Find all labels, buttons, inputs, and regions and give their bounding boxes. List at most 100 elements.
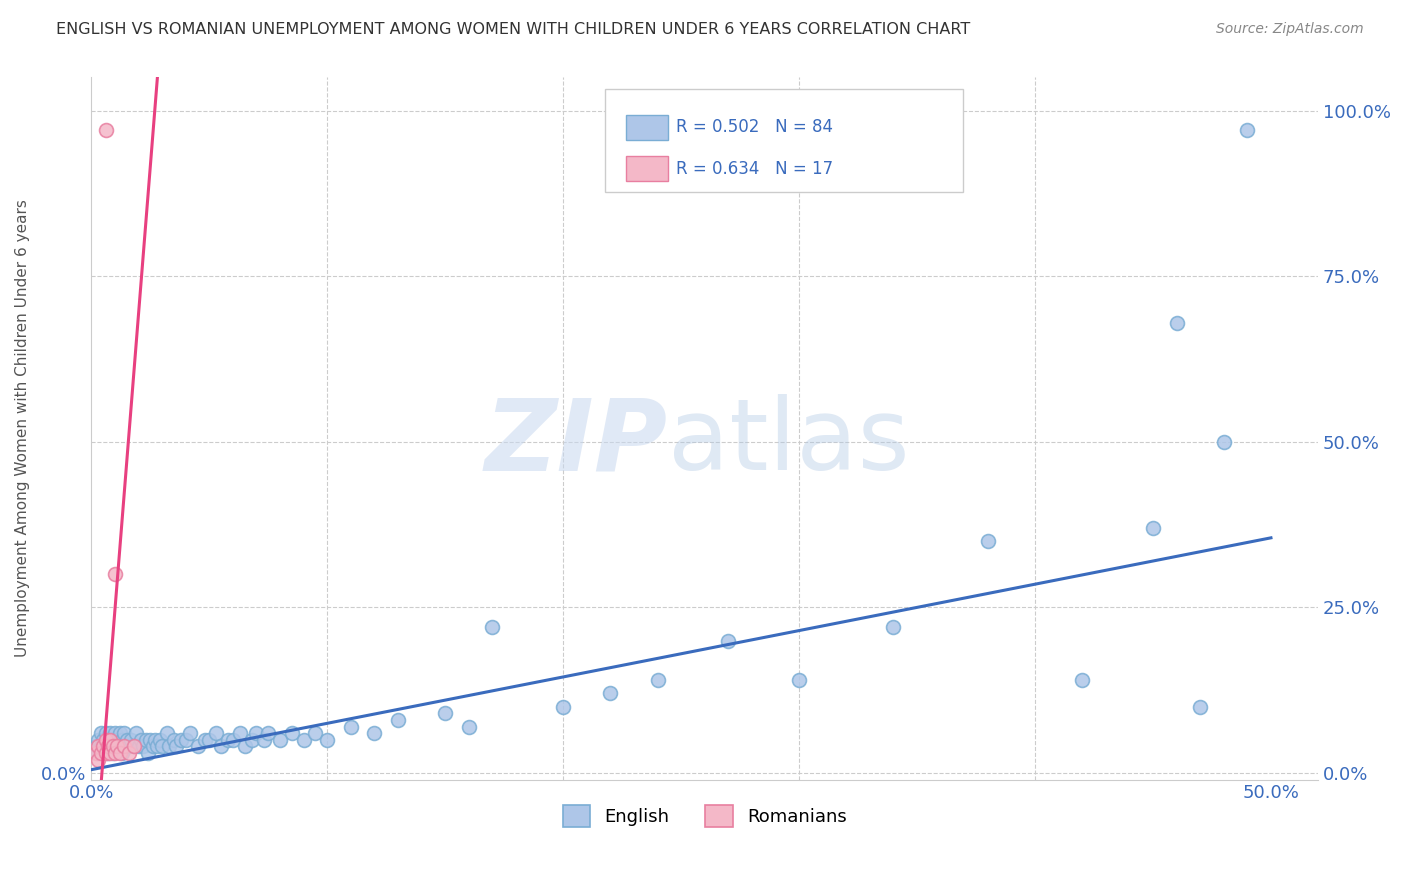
Point	[304, 726, 326, 740]
Point	[245, 726, 267, 740]
Point	[787, 673, 810, 688]
Point	[104, 567, 127, 582]
Point	[98, 739, 121, 754]
Point	[87, 746, 110, 760]
Point	[1142, 521, 1164, 535]
Point	[122, 739, 145, 754]
Point	[363, 726, 385, 740]
Point	[129, 732, 152, 747]
Point	[108, 739, 131, 754]
Point	[156, 726, 179, 740]
Point	[146, 739, 169, 754]
Point	[94, 123, 117, 137]
Point	[481, 620, 503, 634]
Text: atlas: atlas	[668, 394, 910, 491]
Point	[105, 739, 128, 754]
Point	[115, 739, 138, 754]
Point	[125, 726, 148, 740]
Point	[1212, 434, 1234, 449]
Point	[1166, 316, 1188, 330]
Point	[122, 739, 145, 754]
Point	[1189, 699, 1212, 714]
Text: ENGLISH VS ROMANIAN UNEMPLOYMENT AMONG WOMEN WITH CHILDREN UNDER 6 YEARS CORRELA: ENGLISH VS ROMANIAN UNEMPLOYMENT AMONG W…	[56, 22, 970, 37]
Point	[553, 699, 575, 714]
Point	[170, 732, 193, 747]
Point	[150, 739, 173, 754]
Point	[599, 686, 621, 700]
Point	[90, 739, 112, 754]
Point	[105, 732, 128, 747]
Point	[104, 746, 127, 760]
Point	[118, 746, 141, 760]
Point	[457, 720, 479, 734]
Point	[94, 726, 117, 740]
Text: ZIP: ZIP	[485, 394, 668, 491]
Point	[136, 746, 159, 760]
Point	[205, 726, 228, 740]
Point	[157, 739, 180, 754]
Point	[977, 534, 1000, 549]
Point	[111, 732, 134, 747]
Point	[90, 746, 112, 760]
Point	[87, 739, 110, 754]
Point	[108, 726, 131, 740]
Point	[163, 732, 186, 747]
Legend: English, Romanians: English, Romanians	[555, 797, 853, 834]
Point	[647, 673, 669, 688]
Point	[882, 620, 904, 634]
Point	[233, 739, 256, 754]
Point	[91, 739, 114, 754]
Point	[292, 732, 315, 747]
Point	[94, 739, 117, 754]
Point	[98, 732, 121, 747]
Point	[115, 732, 138, 747]
Point	[101, 746, 124, 760]
Point	[229, 726, 252, 740]
Point	[316, 732, 339, 747]
Point	[94, 732, 117, 747]
Point	[98, 746, 121, 760]
Point	[91, 732, 114, 747]
Point	[94, 746, 117, 760]
Point	[101, 739, 124, 754]
Point	[281, 726, 304, 740]
Point	[128, 739, 150, 754]
Y-axis label: Unemployment Among Women with Children Under 6 years: Unemployment Among Women with Children U…	[15, 200, 30, 657]
Point	[209, 739, 232, 754]
Text: R = 0.502   N = 84: R = 0.502 N = 84	[676, 119, 834, 136]
Point	[174, 732, 197, 747]
Point	[240, 732, 263, 747]
Point	[135, 732, 157, 747]
Point	[111, 746, 134, 760]
Point	[112, 726, 135, 740]
Point	[118, 739, 141, 754]
Point	[194, 732, 217, 747]
Point	[198, 732, 221, 747]
Point	[269, 732, 291, 747]
Point	[97, 732, 120, 747]
Point	[257, 726, 280, 740]
Point	[252, 732, 274, 747]
Point	[97, 746, 120, 760]
Point	[434, 706, 457, 721]
Point	[104, 739, 127, 754]
Point	[179, 726, 201, 740]
Point	[84, 739, 107, 754]
Point	[387, 713, 409, 727]
Point	[98, 726, 121, 740]
Point	[142, 739, 165, 754]
Text: Source: ZipAtlas.com: Source: ZipAtlas.com	[1216, 22, 1364, 37]
Point	[222, 732, 245, 747]
Point	[165, 739, 187, 754]
Point	[340, 720, 363, 734]
Point	[186, 739, 208, 754]
Point	[120, 732, 142, 747]
Point	[97, 739, 120, 754]
Point	[112, 739, 135, 754]
Point	[101, 732, 124, 747]
Point	[90, 726, 112, 740]
Point	[91, 746, 114, 760]
Point	[149, 732, 172, 747]
Point	[84, 746, 107, 760]
Text: R = 0.634   N = 17: R = 0.634 N = 17	[676, 160, 834, 178]
